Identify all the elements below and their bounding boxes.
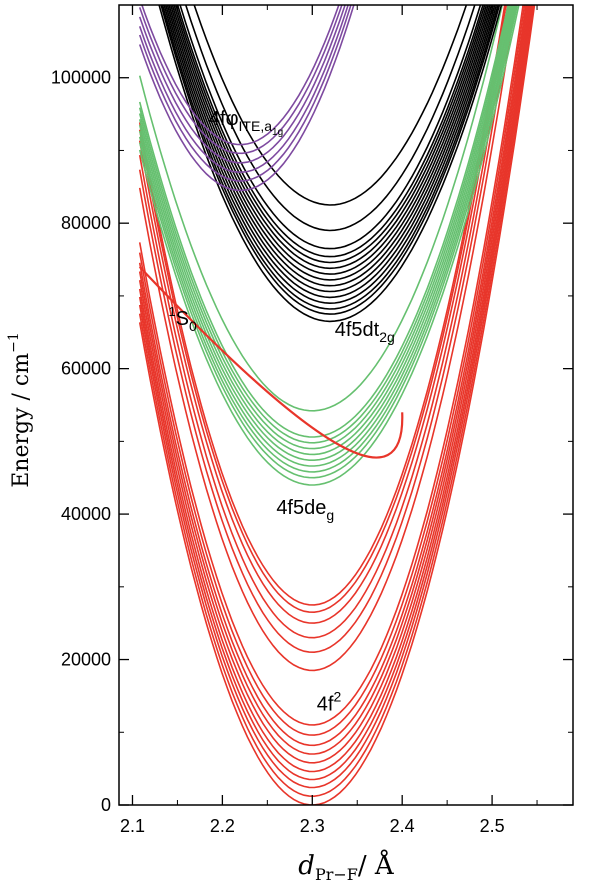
curve-group3-2 — [138, 5, 349, 174]
curve-group1-2 — [138, 5, 517, 473]
curve-group0-6 — [138, 5, 529, 755]
y-tick-label-4: 80000 — [61, 213, 111, 233]
x-tick-label-2: 2.3 — [300, 816, 325, 836]
curve-group2-11 — [176, 5, 484, 258]
curve-group2-3 — [163, 5, 498, 305]
annotation-eg-base: 4f5de — [276, 497, 326, 519]
curve-group3-5 — [141, 5, 340, 146]
annotation-f2: 4f2 — [317, 688, 342, 715]
curve-group1-3 — [138, 5, 516, 467]
x-axis-label-unit: / Å — [358, 849, 395, 881]
curve-group2-8 — [171, 5, 489, 275]
x-tick-label-3: 2.4 — [390, 816, 415, 836]
curve-group2-13 — [184, 5, 476, 232]
annotation-ite: 4fφITE,a1g — [209, 108, 283, 138]
annotation-t2g-sub: 2g — [379, 329, 395, 345]
annotation-s0-sup: 1 — [168, 304, 175, 319]
curve-group2-12 — [179, 5, 482, 250]
curve-group0-3 — [138, 5, 532, 781]
curve-group3-0 — [138, 5, 355, 192]
curve-group0-4 — [138, 5, 531, 773]
curve-group0-10 — [138, 5, 516, 672]
y-axis-label: Energy / cm−1 — [6, 332, 34, 488]
curve-group0-12 — [138, 5, 511, 639]
y-tick-label-0: 0 — [101, 795, 111, 815]
curve-group2-7 — [169, 5, 491, 281]
curve-group2-10 — [175, 5, 486, 264]
x-axis-label-var: d — [298, 851, 315, 881]
curve-group2-14 — [193, 5, 468, 206]
y-tick-label-3: 60000 — [61, 359, 111, 379]
curves-layer — [138, 5, 536, 805]
annotation-ite-base: 4fφ — [209, 108, 239, 130]
curve-group2-4 — [164, 5, 496, 299]
curve-group3-3 — [138, 5, 346, 164]
curve-group2-1 — [160, 5, 501, 315]
curve-group0-9 — [138, 5, 524, 726]
y-tick-label-2: 40000 — [61, 504, 111, 524]
annotation-s0-sub: 0 — [189, 318, 197, 334]
curve-group1-0 — [138, 5, 520, 486]
x-axis-label-sub: Pr−F — [315, 865, 358, 884]
x-tick-label-4: 2.5 — [480, 816, 505, 836]
annotation-f2-sup: 2 — [333, 688, 341, 704]
curve-group0-2 — [138, 5, 533, 789]
y-axis-label-text: Energy / cm — [9, 353, 34, 488]
annotation-s0: 1S0 — [168, 304, 197, 334]
curve-group0-5 — [138, 5, 530, 764]
curve-group0-11 — [138, 5, 513, 654]
y-tick-label-5: 100000 — [51, 68, 111, 88]
curve-group1-9 — [138, 5, 504, 412]
curve-group3-4 — [138, 5, 343, 155]
curve-group1-6 — [138, 5, 512, 450]
x-tick-label-0: 2.1 — [120, 816, 145, 836]
y-tick-label-1: 20000 — [61, 650, 111, 670]
curve-group3-1 — [138, 5, 352, 182]
curve-group0-8 — [138, 5, 526, 736]
curve-group2-0 — [158, 5, 503, 323]
curve-group1-5 — [138, 5, 513, 456]
curve-group0-7 — [138, 5, 527, 747]
x-tick-label-1: 2.2 — [210, 816, 235, 836]
curve-group0-1 — [138, 5, 535, 798]
curve-group1-1 — [138, 5, 519, 479]
curve-1s0 — [138, 266, 404, 459]
annotation-ite-subsub: 1g — [272, 127, 283, 138]
annotation-s0-base: S — [176, 308, 189, 330]
curve-group1-7 — [138, 5, 511, 444]
annotation-ite-sub: ITE,a — [239, 118, 273, 134]
curve-group1-8 — [138, 5, 510, 438]
annotation-t2g: 4f5dt2g — [335, 319, 395, 345]
curve-group2-6 — [168, 5, 493, 287]
curve-group0-0 — [138, 5, 536, 805]
curve-group2-9 — [173, 5, 488, 270]
x-axis-label: dPr−F/ Å — [298, 849, 395, 884]
plot-frame — [118, 4, 574, 806]
annotation-eg-sub: g — [326, 507, 334, 523]
ticks-layer: 2.1 2.2 2.3 2.4 2.5 0 20000 40000 60000 80000 1000… — [51, 5, 573, 836]
annotation-t2g-base: 4f5dt — [335, 319, 380, 341]
annotation-eg: 4f5deg — [276, 497, 334, 523]
y-axis-label-sup: −1 — [6, 332, 22, 353]
annotation-f2-base: 4f — [317, 693, 334, 715]
